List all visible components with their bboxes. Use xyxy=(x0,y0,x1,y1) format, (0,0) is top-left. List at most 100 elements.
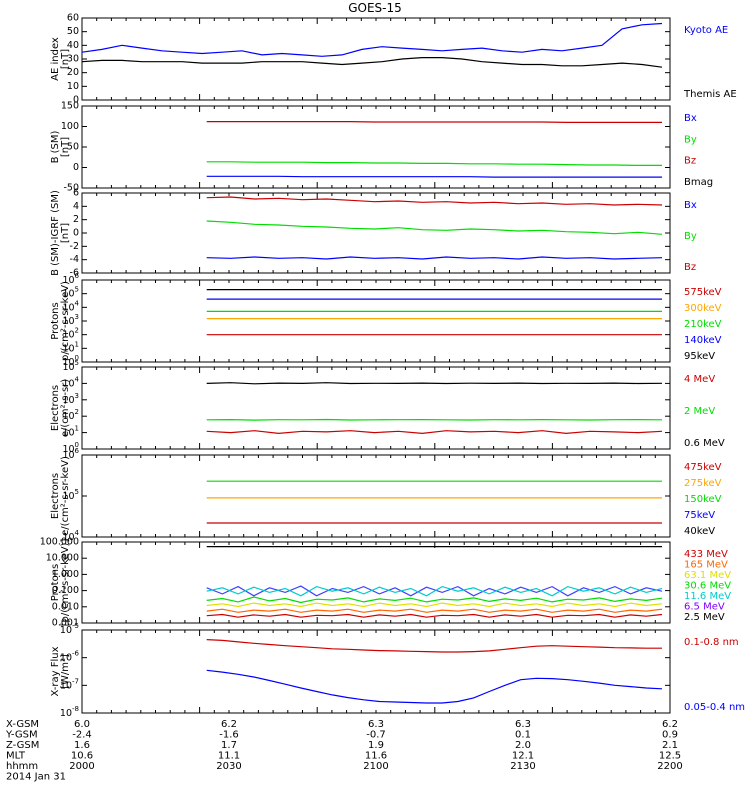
y-tick-label: 2 xyxy=(73,214,79,225)
y-tick-label: 100.000 xyxy=(40,537,79,548)
legend-entry: 575keV xyxy=(684,287,722,298)
legend-entry: 0.6 MeV xyxy=(684,438,725,449)
y-axis-label: Electrons xyxy=(50,385,61,431)
y-tick-label: -50 xyxy=(63,183,79,194)
footer-value: 2000 xyxy=(69,761,94,772)
y-tick-label: 102 xyxy=(62,408,79,422)
y-axis-unit: e/(cm²-s-sr-keV) xyxy=(60,456,71,536)
footer-value: 6.2 xyxy=(662,719,678,730)
footer-value: 6.3 xyxy=(368,719,384,730)
y-tick-label: 106 xyxy=(62,447,79,461)
y-tick-label: 103 xyxy=(62,313,79,327)
footer-value: 2100 xyxy=(363,761,388,772)
legend-entry: 165 MeV xyxy=(684,560,728,571)
legend-entry: 6.5 MeV xyxy=(684,602,725,613)
legend-entry: Bz xyxy=(684,156,696,167)
series-line-bz xyxy=(206,196,663,206)
orbit-footer: X-GSM 6.0 6.2 6.3 6.3 6.2 Y-GSM -2.4 -1.6 -0.7 0.1… xyxy=(5,719,683,783)
footer-value: -0.7 xyxy=(366,730,386,741)
footer-value: 11.6 xyxy=(365,751,387,762)
y-tick-label: 105 xyxy=(62,488,79,502)
legend-entry: 0.1-0.8 nm xyxy=(684,637,739,648)
y-tick-label: 150 xyxy=(61,101,79,112)
series-line-6-5-mev xyxy=(206,585,663,597)
legend-entry: Bz xyxy=(684,262,696,273)
series-line-kyoto-ae xyxy=(81,22,663,57)
y-tick-label: 40 xyxy=(67,40,79,51)
footer-value: 10.6 xyxy=(71,751,93,762)
series-line-bx xyxy=(206,175,662,178)
y-tick-label: 100 xyxy=(61,121,79,132)
y-tick-label: 106 xyxy=(62,272,79,286)
y-tick-label: 10 xyxy=(67,81,79,92)
y-tick-label: 50 xyxy=(67,26,79,37)
footer-value: 2.0 xyxy=(515,740,531,751)
series-line-63-1-mev xyxy=(206,602,663,608)
series-line-by xyxy=(206,161,662,166)
legend-entry: 75keV xyxy=(684,510,715,521)
legend-entry: 2 MeV xyxy=(684,406,715,417)
y-tick-label: 105 xyxy=(62,286,79,300)
footer-value: 6.2 xyxy=(221,719,237,730)
legend-entry: Bmag xyxy=(684,177,713,188)
series-line-433-mev xyxy=(206,613,663,618)
y-tick-label: 104 xyxy=(62,299,79,313)
series-line-2-mev xyxy=(206,418,663,421)
y-tick-label: 6 xyxy=(73,188,79,199)
footer-row-label: hhmm xyxy=(6,761,38,772)
series-line-bz xyxy=(206,120,662,124)
footer-date: 2014 Jan 31 xyxy=(6,772,66,783)
legend-entry: Themis AE xyxy=(683,89,737,100)
legend-entry: Bx xyxy=(684,200,697,211)
series-line-165-mev xyxy=(206,608,663,613)
legend-entry: 210keV xyxy=(684,319,722,330)
y-tick-label: 4 xyxy=(73,201,79,212)
y-tick-label: 10-7 xyxy=(60,677,79,691)
footer-value: 2030 xyxy=(216,761,241,772)
panel-frame xyxy=(81,192,671,274)
series-line-0-05-0-4-nm xyxy=(206,669,663,704)
footer-row-label: MLT xyxy=(6,751,26,762)
y-tick-label: 0.010 xyxy=(52,601,79,612)
panel-2: 150 100 50 0 -50 B (SM) [nT] Bx By Bz Bmag xyxy=(50,101,713,194)
y-tick-label: 101 xyxy=(62,340,79,354)
series-line-0-1-0-8-nm xyxy=(206,639,662,653)
y-axis-unit: e/(cm²-s-sr) xyxy=(60,379,71,437)
legend-entry: 40keV xyxy=(684,526,715,537)
legend-entry: 95keV xyxy=(684,351,715,362)
y-tick-label: 30 xyxy=(67,54,79,65)
series-line-0-6-mev xyxy=(206,382,663,385)
y-tick-label: 0 xyxy=(73,95,79,106)
footer-value: 0.9 xyxy=(662,730,678,741)
footer-value: 0.1 xyxy=(515,730,531,741)
footer-value: 6.0 xyxy=(74,719,90,730)
panel-frame xyxy=(81,279,671,363)
footer-value: 2200 xyxy=(657,761,682,772)
panel-frame xyxy=(81,366,671,450)
legend-entry: By xyxy=(684,231,697,242)
y-tick-label: 105 xyxy=(62,359,79,373)
legend-entry: 30.6 MeV xyxy=(684,581,731,592)
legend-entry: 475keV xyxy=(684,462,722,473)
y-tick-label: 50 xyxy=(67,142,79,153)
series-line-by xyxy=(206,220,663,235)
footer-value: 11.1 xyxy=(218,751,240,762)
y-tick-label: 0 xyxy=(73,228,79,239)
panel-frame xyxy=(81,105,671,189)
y-axis-label: Protons xyxy=(50,302,61,339)
y-tick-label: 102 xyxy=(62,327,79,341)
panel-frame xyxy=(81,17,671,101)
y-tick-label: 20 xyxy=(67,67,79,78)
y-tick-label: 10.000 xyxy=(46,553,79,564)
y-tick-label: 103 xyxy=(62,392,79,406)
panel-3: 6 4 2 0 -2 -4 -6 B (SM)-IGRF (SM) [nT] Bx By Bz xyxy=(50,188,697,279)
y-axis-label: X-ray Flux xyxy=(50,646,61,696)
y-axis-unit: [nT] xyxy=(60,223,71,243)
y-axis-unit: [p/(cm²-s-sr-keV)] xyxy=(60,539,71,627)
legend-entry: 300keV xyxy=(684,303,722,314)
legend-entry: 275keV xyxy=(684,478,722,489)
legend-entry: By xyxy=(684,134,697,145)
y-tick-label: 100 xyxy=(62,441,79,455)
series-line-30-6-mev xyxy=(206,596,663,604)
